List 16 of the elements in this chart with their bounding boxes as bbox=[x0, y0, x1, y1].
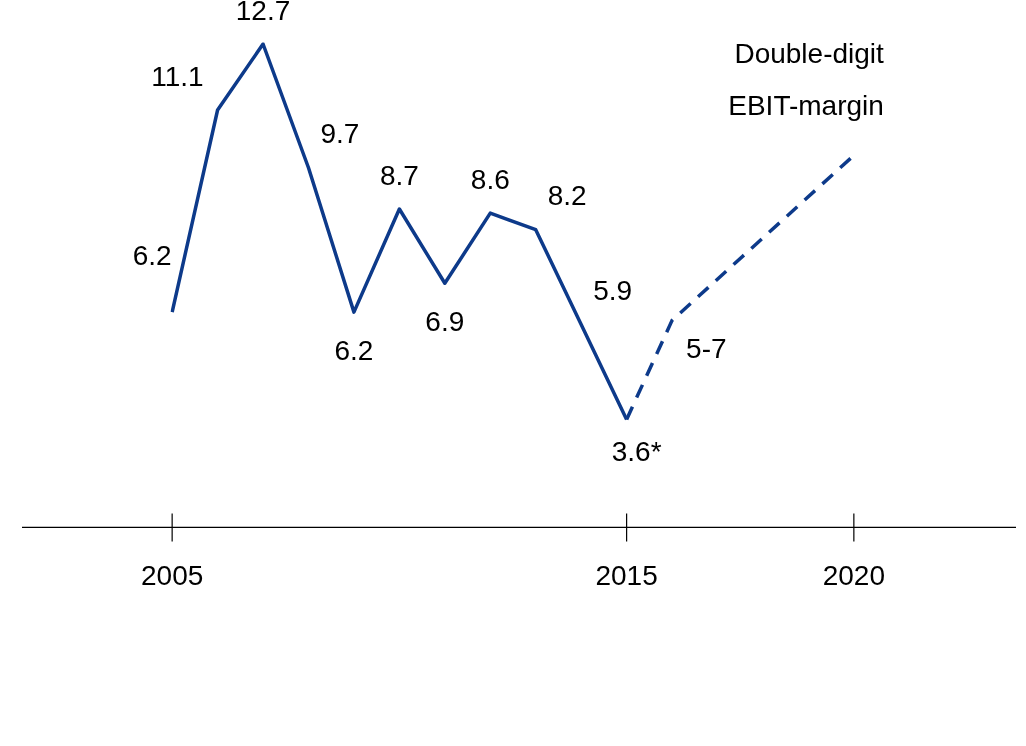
data-label: 9.7 bbox=[320, 118, 360, 150]
data-label: 8.6 bbox=[470, 163, 510, 195]
annotation: Double-digit EBIT-margin bbox=[728, 38, 885, 122]
x-tick-label: 2015 bbox=[595, 559, 658, 591]
data-label: 6.2 bbox=[132, 239, 172, 271]
x-tick-label: 2005 bbox=[141, 559, 204, 591]
data-label: 11.1 bbox=[151, 60, 204, 92]
data-label: 5-7 bbox=[686, 333, 727, 365]
x-tick-label: 2020 bbox=[822, 559, 885, 591]
data-label: 6.2 bbox=[334, 334, 374, 366]
data-label: 5.9 bbox=[593, 275, 633, 307]
data-label: 8.7 bbox=[379, 159, 419, 191]
data-label: 8.2 bbox=[547, 180, 587, 212]
data-label: 12.7 bbox=[235, 0, 291, 26]
data-label: 3.6* bbox=[611, 436, 662, 468]
data-label: 6.9 bbox=[425, 305, 465, 337]
